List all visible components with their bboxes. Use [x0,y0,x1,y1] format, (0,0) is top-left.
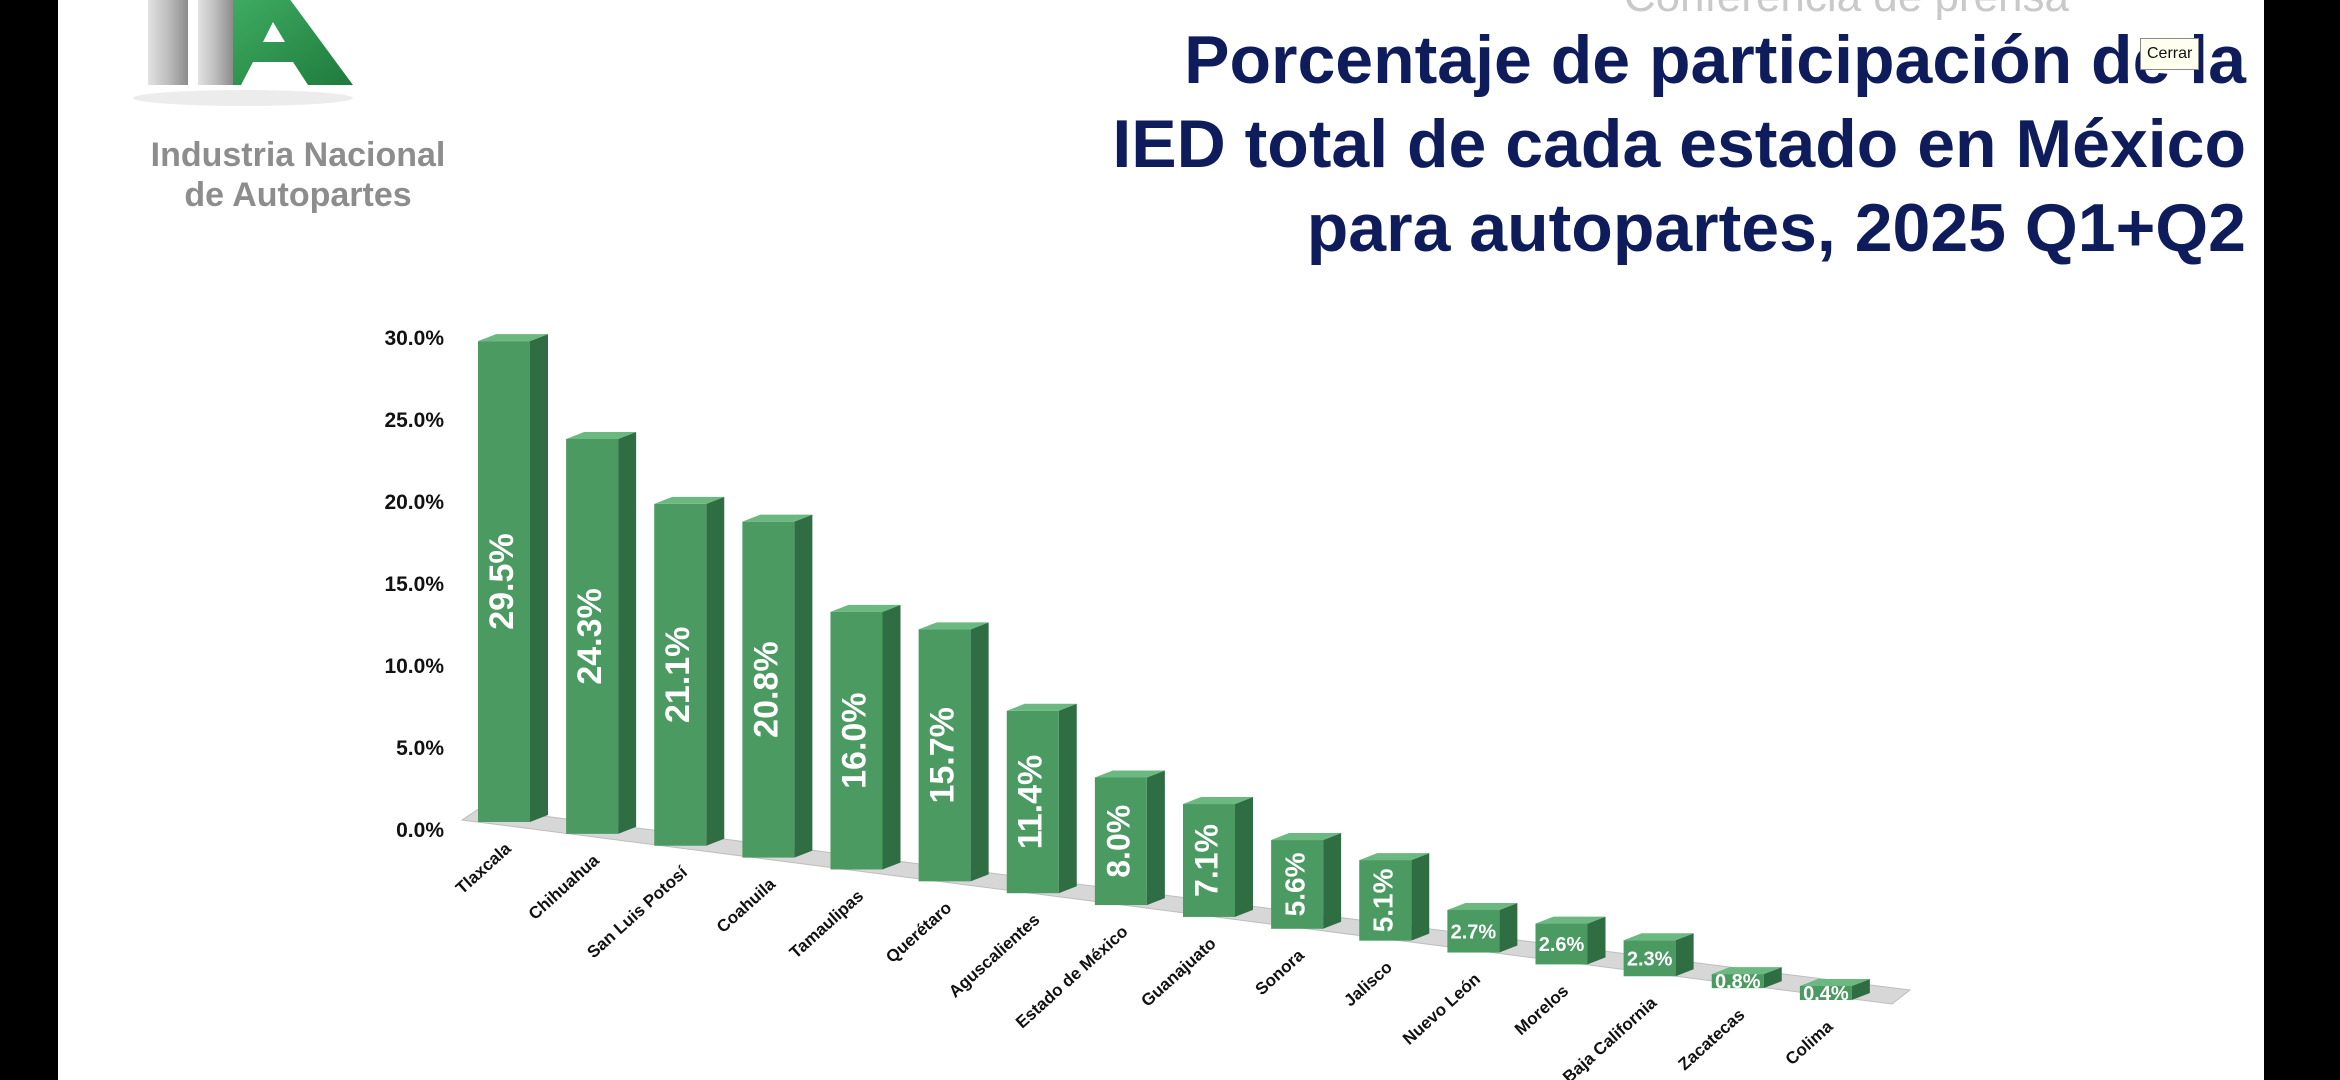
y-tick-label: 15.0% [384,573,444,596]
bar-top [1799,979,1870,986]
bar-top [654,496,725,504]
bar-side [1411,853,1430,941]
bar-top [918,622,989,630]
bar-top [830,604,901,612]
bar [918,629,971,882]
logo-mark [133,0,353,106]
data-label: 0.8% [1715,971,1761,993]
close-tooltip[interactable]: Cerrar [2140,38,2200,70]
x-tick-label: Querétaro [882,898,955,966]
bar-side [530,334,548,822]
bar [1359,860,1412,941]
x-tick-label: Morelos [1511,981,1572,1039]
bar-top [478,334,548,342]
bar-top [1006,703,1077,711]
bar [478,341,530,822]
x-tick-label: Aguscalientes [945,910,1043,1001]
x-tick-label: Chihuahua [525,850,603,923]
y-tick-label: 20.0% [384,491,444,514]
bar-top [1623,933,1694,941]
bar-side [794,514,813,858]
title-line-1: Porcentaje de participación de la [1184,22,2246,98]
bar-side [1499,903,1518,953]
chart-title: Porcentaje de participación de la IED to… [846,18,2246,270]
y-tick-label: 10.0% [384,655,444,678]
y-tick-label: 30.0% [384,327,444,350]
bar-top [1094,770,1165,778]
x-tick-label: Colima [1782,1016,1837,1068]
bar-side [1058,703,1077,894]
bar [1183,804,1235,917]
bar-top [1711,967,1782,975]
x-tick-label: Tlaxcala [452,838,515,897]
bar-side [1235,797,1253,917]
data-label: 5.1% [1368,868,1399,932]
bar [566,438,619,834]
bar [654,503,707,846]
bar-side [618,431,637,834]
x-tick-label: Tamaulipas [786,886,867,962]
y-tick-label: 0.0% [396,819,444,842]
data-label: 8.0% [1100,805,1136,878]
x-tick-label: Sonora [1252,945,1309,999]
data-label: 29.5% [483,533,521,629]
x-tick-label: Coahuila [713,874,779,937]
data-label: 11.4% [1012,755,1050,850]
bar [1799,986,1852,1000]
data-label: 2.3% [1627,948,1673,970]
bar-side [706,496,725,846]
x-tick-label: San Luis Potosí [583,862,691,962]
x-tick-label: Estado de México [1012,922,1131,1032]
data-label: 21.1% [659,627,697,723]
y-tick-label: 25.0% [384,409,444,432]
bar-side [970,622,989,882]
bar-top [1535,916,1606,924]
data-label: 0.4% [1803,983,1849,1005]
bar-side [882,604,901,870]
bar-top [1359,853,1430,861]
bar [1447,910,1500,953]
x-tick-label: Jalisco [1340,958,1396,1011]
data-label: 20.8% [747,641,785,737]
bar-side [1587,916,1606,965]
logo-text: Industria Nacional de Autopartes [78,135,518,215]
data-label: 2.6% [1539,934,1585,956]
bar [742,521,795,858]
title-line-3: para autopartes, 2025 Q1+Q2 [1306,190,2246,266]
bar [830,611,883,870]
x-tick-label: Nuevo León [1399,969,1484,1048]
bar-side [1146,770,1165,906]
title-line-2: IED total de cada estado en México [1112,106,2246,182]
bar-top [742,514,813,522]
data-label: 2.7% [1451,921,1497,943]
bar-side [1675,933,1694,977]
presentation-subtitle: Conferencia de prensa [1624,0,2069,22]
bar-top [1183,797,1253,805]
bar [1711,974,1764,989]
bar [1006,710,1059,894]
logo-line-1: Industria Nacional [150,136,446,174]
bar-top [1447,903,1518,911]
bar-side [1323,833,1342,929]
bar-top [566,431,637,439]
x-tick-label: Baja California [1559,993,1661,1080]
x-tick-label: Guanajuato [1137,934,1219,1011]
data-label: 5.6% [1280,852,1311,916]
logo-line-2: de Autopartes [184,176,412,214]
data-label: 7.1% [1188,824,1224,897]
x-tick-label: Zacatecas [1675,1005,1749,1074]
data-label: 24.3% [571,588,609,684]
bar-top [1271,833,1342,841]
y-tick-label: 5.0% [396,737,444,760]
bar [1271,840,1324,929]
bar [1535,923,1588,965]
bar [1623,940,1676,977]
data-label: 15.7% [924,707,962,803]
bar [1094,777,1147,906]
data-label: 16.0% [835,692,873,788]
